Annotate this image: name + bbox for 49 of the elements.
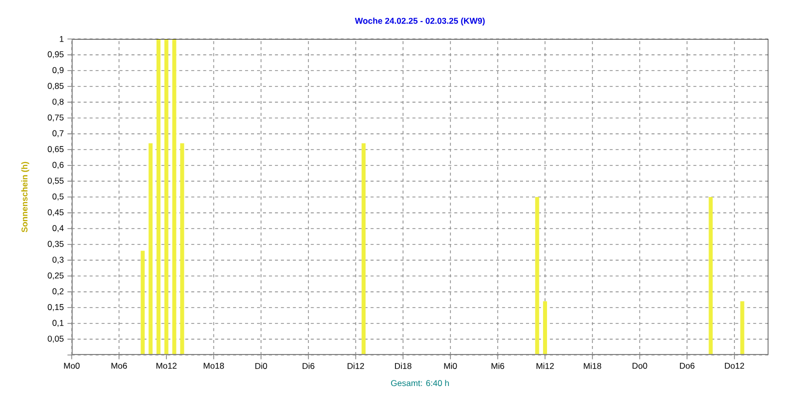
y-tick-label: 0,6 [52, 162, 64, 169]
y-tick-label: 0,1 [52, 320, 64, 327]
y-tick-label: 0,05 [48, 336, 64, 343]
bar [180, 143, 184, 355]
bar [740, 301, 744, 355]
x-tick-label: Mi6 [492, 362, 504, 369]
bar [362, 143, 366, 355]
x-tick-label: Mo6 [111, 362, 127, 369]
y-tick-label: 0,55 [48, 178, 64, 185]
x-tick-label: Di6 [302, 362, 314, 369]
bar [156, 38, 160, 355]
bar [164, 38, 168, 355]
y-tick-label: 0,7 [52, 130, 64, 138]
y-tick-label: 0,75 [48, 114, 64, 122]
y-tick-label: 0,3 [52, 256, 64, 264]
x-tick-label: Do6 [680, 362, 694, 369]
x-tick-label: Mi12 [536, 362, 554, 369]
y-tick-label: 0,95 [48, 51, 64, 58]
y-tick-label: 0,8 [52, 98, 64, 106]
text: Gesamt: 6:40 h [391, 380, 449, 386]
bar [148, 143, 153, 355]
y-tick-label: 0,65 [48, 146, 64, 154]
y-tick-label: 0,85 [48, 82, 64, 90]
y-tick-label: 0,45 [48, 209, 64, 216]
x-tick-label: Di12 [348, 362, 364, 369]
x-tick-label: Di0 [255, 362, 268, 369]
x-tick-label: Mi0 [444, 362, 457, 369]
y-tick-label: 0,5 [52, 194, 64, 200]
chart-title: Woche 24.02.25 - 02.03.25 (KW9) [354, 18, 485, 26]
y-tick-label: 0,35 [48, 240, 64, 248]
y-tick-label: 0,4 [52, 225, 64, 232]
y-tick-label: 1 [60, 36, 64, 42]
bar [535, 196, 540, 355]
bar [708, 196, 713, 355]
bar [172, 38, 176, 355]
x-tick-label: Mi18 [584, 362, 602, 369]
x-tick-label: Mo18 [204, 362, 224, 369]
y-tick-label: 0,9 [52, 67, 64, 74]
y-tick-label: 0,25 [48, 272, 64, 280]
x-tick-label: Do12 [724, 362, 744, 369]
x-tick-label: Mo0 [64, 362, 80, 369]
y-tick-label: 0,2 [52, 288, 64, 296]
y-axis-title: Sonnenschein (h) [21, 162, 30, 232]
bar [140, 250, 145, 355]
x-tick-label: Do0 [632, 362, 648, 369]
y-tick-label: 0,15 [48, 304, 64, 312]
x-tick-label: Di18 [395, 362, 412, 369]
x-tick-label: Mo12 [156, 362, 177, 369]
bar [543, 301, 548, 355]
